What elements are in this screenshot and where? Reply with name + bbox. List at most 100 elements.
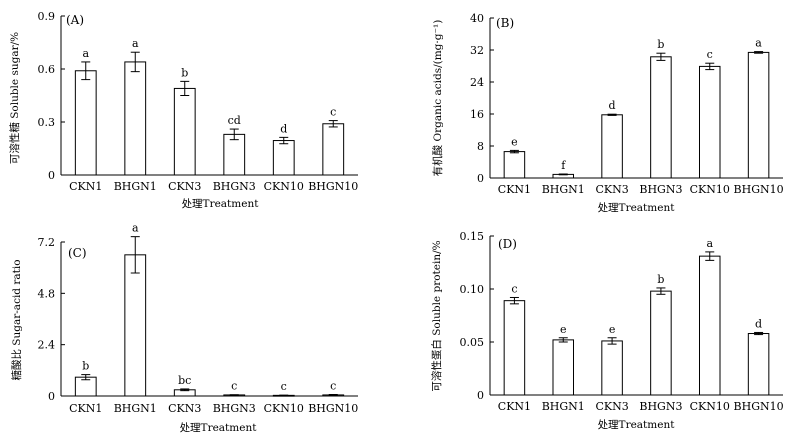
panel-b-category-label: BHGN3	[639, 183, 682, 196]
panel-c-significance-label: a	[132, 222, 139, 235]
panel-c-y-tick-label: 4.8	[38, 287, 56, 300]
panel-a-significance-label: cd	[228, 114, 241, 127]
panel-a-category-label: CKN1	[69, 180, 102, 193]
panel-b: (B) 有机酸 Organic acids/(mg·g⁻¹) 处理Treatme…	[431, 12, 784, 214]
panel-d-y-axis-title: 可溶性蛋白 Soluble protein/%	[430, 240, 443, 391]
panel-a-x-axis-title: 处理Treatment	[182, 198, 260, 210]
panel-a-y-tick-label: 0.9	[38, 10, 56, 23]
panel-b-bar	[650, 56, 672, 179]
panel-d-category-label: CKN1	[498, 400, 531, 413]
panel-c-significance-label: bc	[178, 374, 191, 387]
panel-a-significance-label: a	[82, 47, 89, 60]
panel-d-x-axis-title: 处理Treatment	[598, 419, 676, 431]
panel-d-category-label: CKN10	[690, 400, 730, 413]
panel-c-significance-label: c	[330, 380, 336, 393]
panel-c-y-axis-title: 糖酸比 Sugar-acid ratio	[10, 259, 23, 380]
panel-d-bar	[650, 290, 672, 396]
panel-a-y-tick-label: 0.3	[38, 116, 56, 129]
panel-c-plot: 0 2.4 4.8 7.2 b CKN1 a BHGN1 bc CKN3 c BHGN3 c CKN10 c…	[38, 222, 359, 415]
panel-b-significance-label: e	[511, 135, 518, 148]
panel-b-label: (B)	[496, 16, 514, 30]
panel-a-bar	[322, 123, 345, 176]
panel-b-category-label: CKN1	[498, 183, 531, 196]
panel-b-y-tick-label: 16	[470, 108, 484, 121]
panel-b-category-label: BHGN10	[734, 183, 784, 196]
panel-d-bar	[601, 340, 623, 396]
panel-d-category-label: CKN3	[595, 400, 628, 413]
panel-c-category-label: BHGN3	[213, 402, 256, 415]
panel-c: (C) 糖酸比 Sugar-acid ratio 处理Treatment 0 2.…	[10, 222, 358, 434]
panel-d-bar	[552, 339, 575, 396]
panel-a-bar	[173, 87, 196, 176]
panel-c-significance-label: b	[82, 360, 89, 373]
panel-a-significance-label: d	[280, 122, 287, 135]
panel-d-bar	[698, 255, 721, 396]
panel-b-category-label: BHGN1	[542, 183, 585, 196]
panel-a-y-axis-title: 可溶性糖 Soluble sugar/%	[8, 32, 21, 164]
panel-a-bar	[124, 61, 147, 176]
panel-d: (D) 可溶性蛋白 Soluble protein/% 处理Treatment …	[430, 230, 784, 431]
panel-c-category-label: CKN10	[264, 402, 304, 415]
panel-b-category-label: CKN3	[595, 183, 628, 196]
panel-b-y-tick-label: 8	[477, 140, 484, 153]
panel-d-y-tick-label: 0.05	[460, 336, 485, 349]
panel-c-category-label: CKN3	[168, 402, 201, 415]
panel-c-category-label: BHGN1	[114, 402, 157, 415]
panel-d-significance-label: a	[706, 237, 713, 250]
panel-b-y-tick-label: 40	[470, 12, 484, 25]
panel-a-category-label: BHGN3	[213, 180, 256, 193]
panel-b-bar	[503, 151, 526, 179]
panel-b-bar	[601, 114, 623, 179]
panel-b-significance-label: d	[609, 99, 616, 112]
panel-c-x-axis-title: 处理Treatment	[180, 422, 258, 434]
panel-a-bar	[272, 140, 295, 176]
panel-a-significance-label: c	[330, 106, 336, 119]
panel-d-category-label: BHGN10	[734, 400, 784, 413]
panel-b-y-tick-label: 32	[470, 44, 484, 57]
panel-b-significance-label: a	[755, 37, 762, 50]
panel-b-significance-label: c	[707, 48, 713, 61]
panel-a-label: (A)	[66, 13, 84, 27]
panel-d-significance-label: d	[755, 317, 762, 330]
panel-b-category-label: CKN10	[690, 183, 730, 196]
panel-d-y-tick-label: 0.15	[460, 230, 485, 243]
panel-b-bar	[698, 65, 721, 179]
panel-c-category-label: CKN1	[69, 402, 102, 415]
panel-b-y-tick-label: 0	[477, 172, 484, 185]
panel-a-category-label: BHGN10	[308, 180, 358, 193]
panel-d-significance-label: e	[609, 323, 616, 336]
panel-d-y-tick-label: 0.10	[460, 283, 485, 296]
panel-c-category-label: BHGN10	[308, 402, 358, 415]
panel-b-significance-label: b	[657, 38, 664, 51]
panel-b-significance-label: f	[561, 159, 566, 172]
panel-d-category-label: BHGN3	[639, 400, 682, 413]
panel-a: (A) 可溶性糖 Soluble sugar/% 处理Treatment 0 0.…	[8, 10, 358, 210]
panel-a-y-tick-label: 0	[48, 169, 55, 182]
panel-a-bar	[223, 133, 246, 176]
panel-d-significance-label: e	[560, 323, 567, 336]
panel-c-y-tick-label: 0	[48, 390, 55, 403]
panel-a-significance-label: b	[181, 66, 188, 79]
panel-d-bar	[503, 300, 526, 396]
panel-c-bar	[124, 254, 147, 397]
panel-a-y-tick-label: 0.6	[38, 63, 56, 76]
panel-c-y-tick-label: 7.2	[38, 236, 56, 249]
panel-a-bar	[74, 70, 97, 176]
panel-a-category-label: CKN10	[264, 180, 304, 193]
panel-a-significance-label: a	[132, 37, 139, 50]
panel-d-significance-label: b	[657, 273, 664, 286]
panel-c-label: (C)	[68, 246, 87, 260]
panel-a-category-label: BHGN1	[114, 180, 157, 193]
panel-d-y-tick-label: 0	[477, 389, 484, 402]
panel-c-significance-label: c	[231, 380, 237, 393]
panel-a-category-label: CKN3	[168, 180, 201, 193]
panel-b-x-axis-title: 处理Treatment	[598, 202, 676, 214]
panel-b-y-tick-label: 24	[470, 76, 484, 89]
panel-b-plot: 0 8 16 24 32 40 e CKN1 f BHGN1 d CKN3 b BHGN3 c CKN10 a B…	[470, 12, 784, 196]
panel-c-significance-label: c	[281, 380, 287, 393]
panel-d-plot: 0 0.05 0.10 0.15 c CKN1 e BHGN1 e CKN3 b BHGN3 a CKN1…	[460, 230, 784, 413]
panel-d-bar	[747, 333, 770, 396]
panel-a-plot: 0 0.3 0.6 0.9 a CKN1 a BHGN1 b CKN3 cd BHGN3 d CKN10 c…	[38, 10, 359, 193]
panel-d-label: (D)	[498, 237, 517, 251]
